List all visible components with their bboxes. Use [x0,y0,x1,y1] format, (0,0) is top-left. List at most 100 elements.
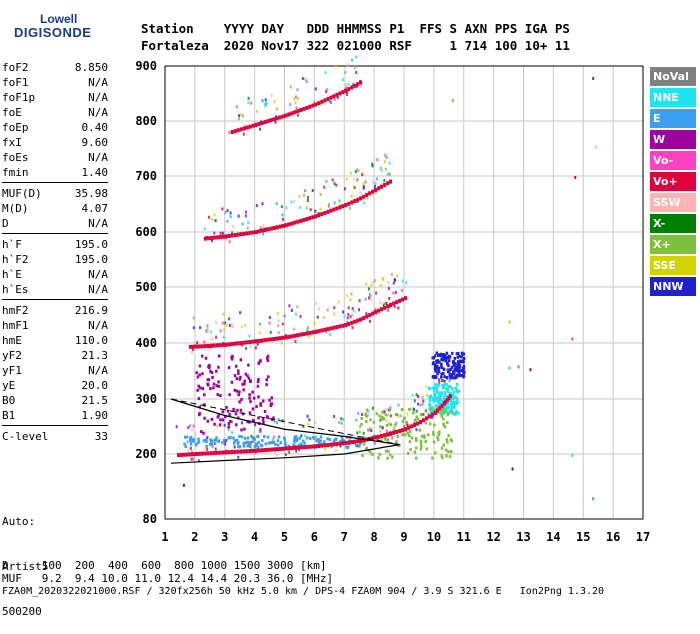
echo-point [258,322,261,326]
x-tick-label: 5 [281,530,288,544]
echo-point [265,383,268,387]
echo-point [338,205,342,210]
echo-point [448,355,452,359]
echo-point [247,376,251,380]
echo-point [222,438,226,442]
echo-point [362,431,365,435]
param-row: h`F 195.0 [2,237,108,252]
echo-point [242,340,246,345]
echo-point [228,413,231,417]
echo-point [198,405,201,409]
echo-point [384,413,388,417]
echo-point [254,122,258,127]
echo-point [329,442,333,447]
echo-point [269,226,273,231]
echo-point [440,454,444,458]
param-value: N/A [88,364,108,377]
echo-point [373,441,376,445]
echo-point [326,97,330,101]
echo-point [248,411,252,415]
echo-point [406,424,409,428]
echo-point [239,375,242,379]
separator [2,299,108,300]
echo-point [263,227,267,232]
echo-point [362,184,365,188]
param-value: 1.90 [81,409,109,422]
echo-point [439,394,442,398]
echo-point [446,440,449,444]
param-row: hmF2 216.9 [2,303,108,318]
echo-point [317,443,321,448]
ionogram-chart: 1 2 3 4 5 6 7 8 9 10 11 12 13 14 15 16 17802003004005006… [135,55,650,544]
echo-point [251,418,255,422]
echo-point [227,233,231,238]
echo-point [444,358,448,362]
echo-point [275,202,278,206]
echo-point [222,335,225,339]
echo-point [361,454,364,458]
echo-point [227,450,231,455]
echo-point [314,209,317,213]
echo-point [249,442,252,446]
echo-point [237,440,240,444]
echo-point [441,407,445,411]
echo-point [387,449,390,453]
legend-item: Vo+ [650,172,696,191]
echo-point [394,413,398,417]
echo-point [217,414,220,418]
echo-point [225,438,228,442]
echo-point [335,183,338,187]
echo-point [422,412,425,416]
legend-item: SSW [650,193,696,212]
echo-point [299,445,303,450]
echo-point [359,191,362,195]
echo-point [256,342,259,346]
echo-point [238,434,241,438]
echo-point [269,337,273,342]
param-row: M(D) 4.07 [2,201,108,216]
param-row: D N/A [2,216,108,231]
echo-point [357,411,360,415]
echo-point [365,314,369,319]
echo-point [368,292,371,296]
echo-point [226,208,229,212]
echo-point [218,235,222,240]
param-row: foF1 N/A [2,75,108,90]
echo-point [438,404,442,408]
echo-point [251,230,255,235]
echo-point [206,324,209,328]
echo-point [457,372,461,376]
echo-point [285,206,288,210]
param-row: foE N/A [2,105,108,120]
echo-point [225,324,228,328]
echo-point [445,454,448,458]
echo-point [376,158,379,162]
echo-point [247,220,250,224]
echo-point [299,332,303,337]
echo-point [256,384,260,388]
echo-point [371,453,374,457]
param-row: foEs N/A [2,150,108,165]
echo-point [362,442,366,446]
echo-point [333,201,336,205]
echo-point [370,297,373,301]
echo-point [439,352,443,356]
echo-point [323,98,327,103]
echo-point [358,308,361,312]
echo-point [287,334,291,339]
echo-point [365,282,368,286]
echo-point [311,215,315,220]
echo-point [234,364,238,368]
echo-point [435,383,439,387]
echo-point [228,131,231,135]
echo-point [197,397,201,401]
echo-point [262,232,265,236]
echo-point [200,344,204,349]
echo-point [251,339,255,344]
echo-point [379,301,382,305]
param-label: D [2,217,9,230]
echo-point [404,427,407,432]
echo-point [196,375,200,379]
echo-point [440,378,443,382]
echo-point [451,376,454,380]
